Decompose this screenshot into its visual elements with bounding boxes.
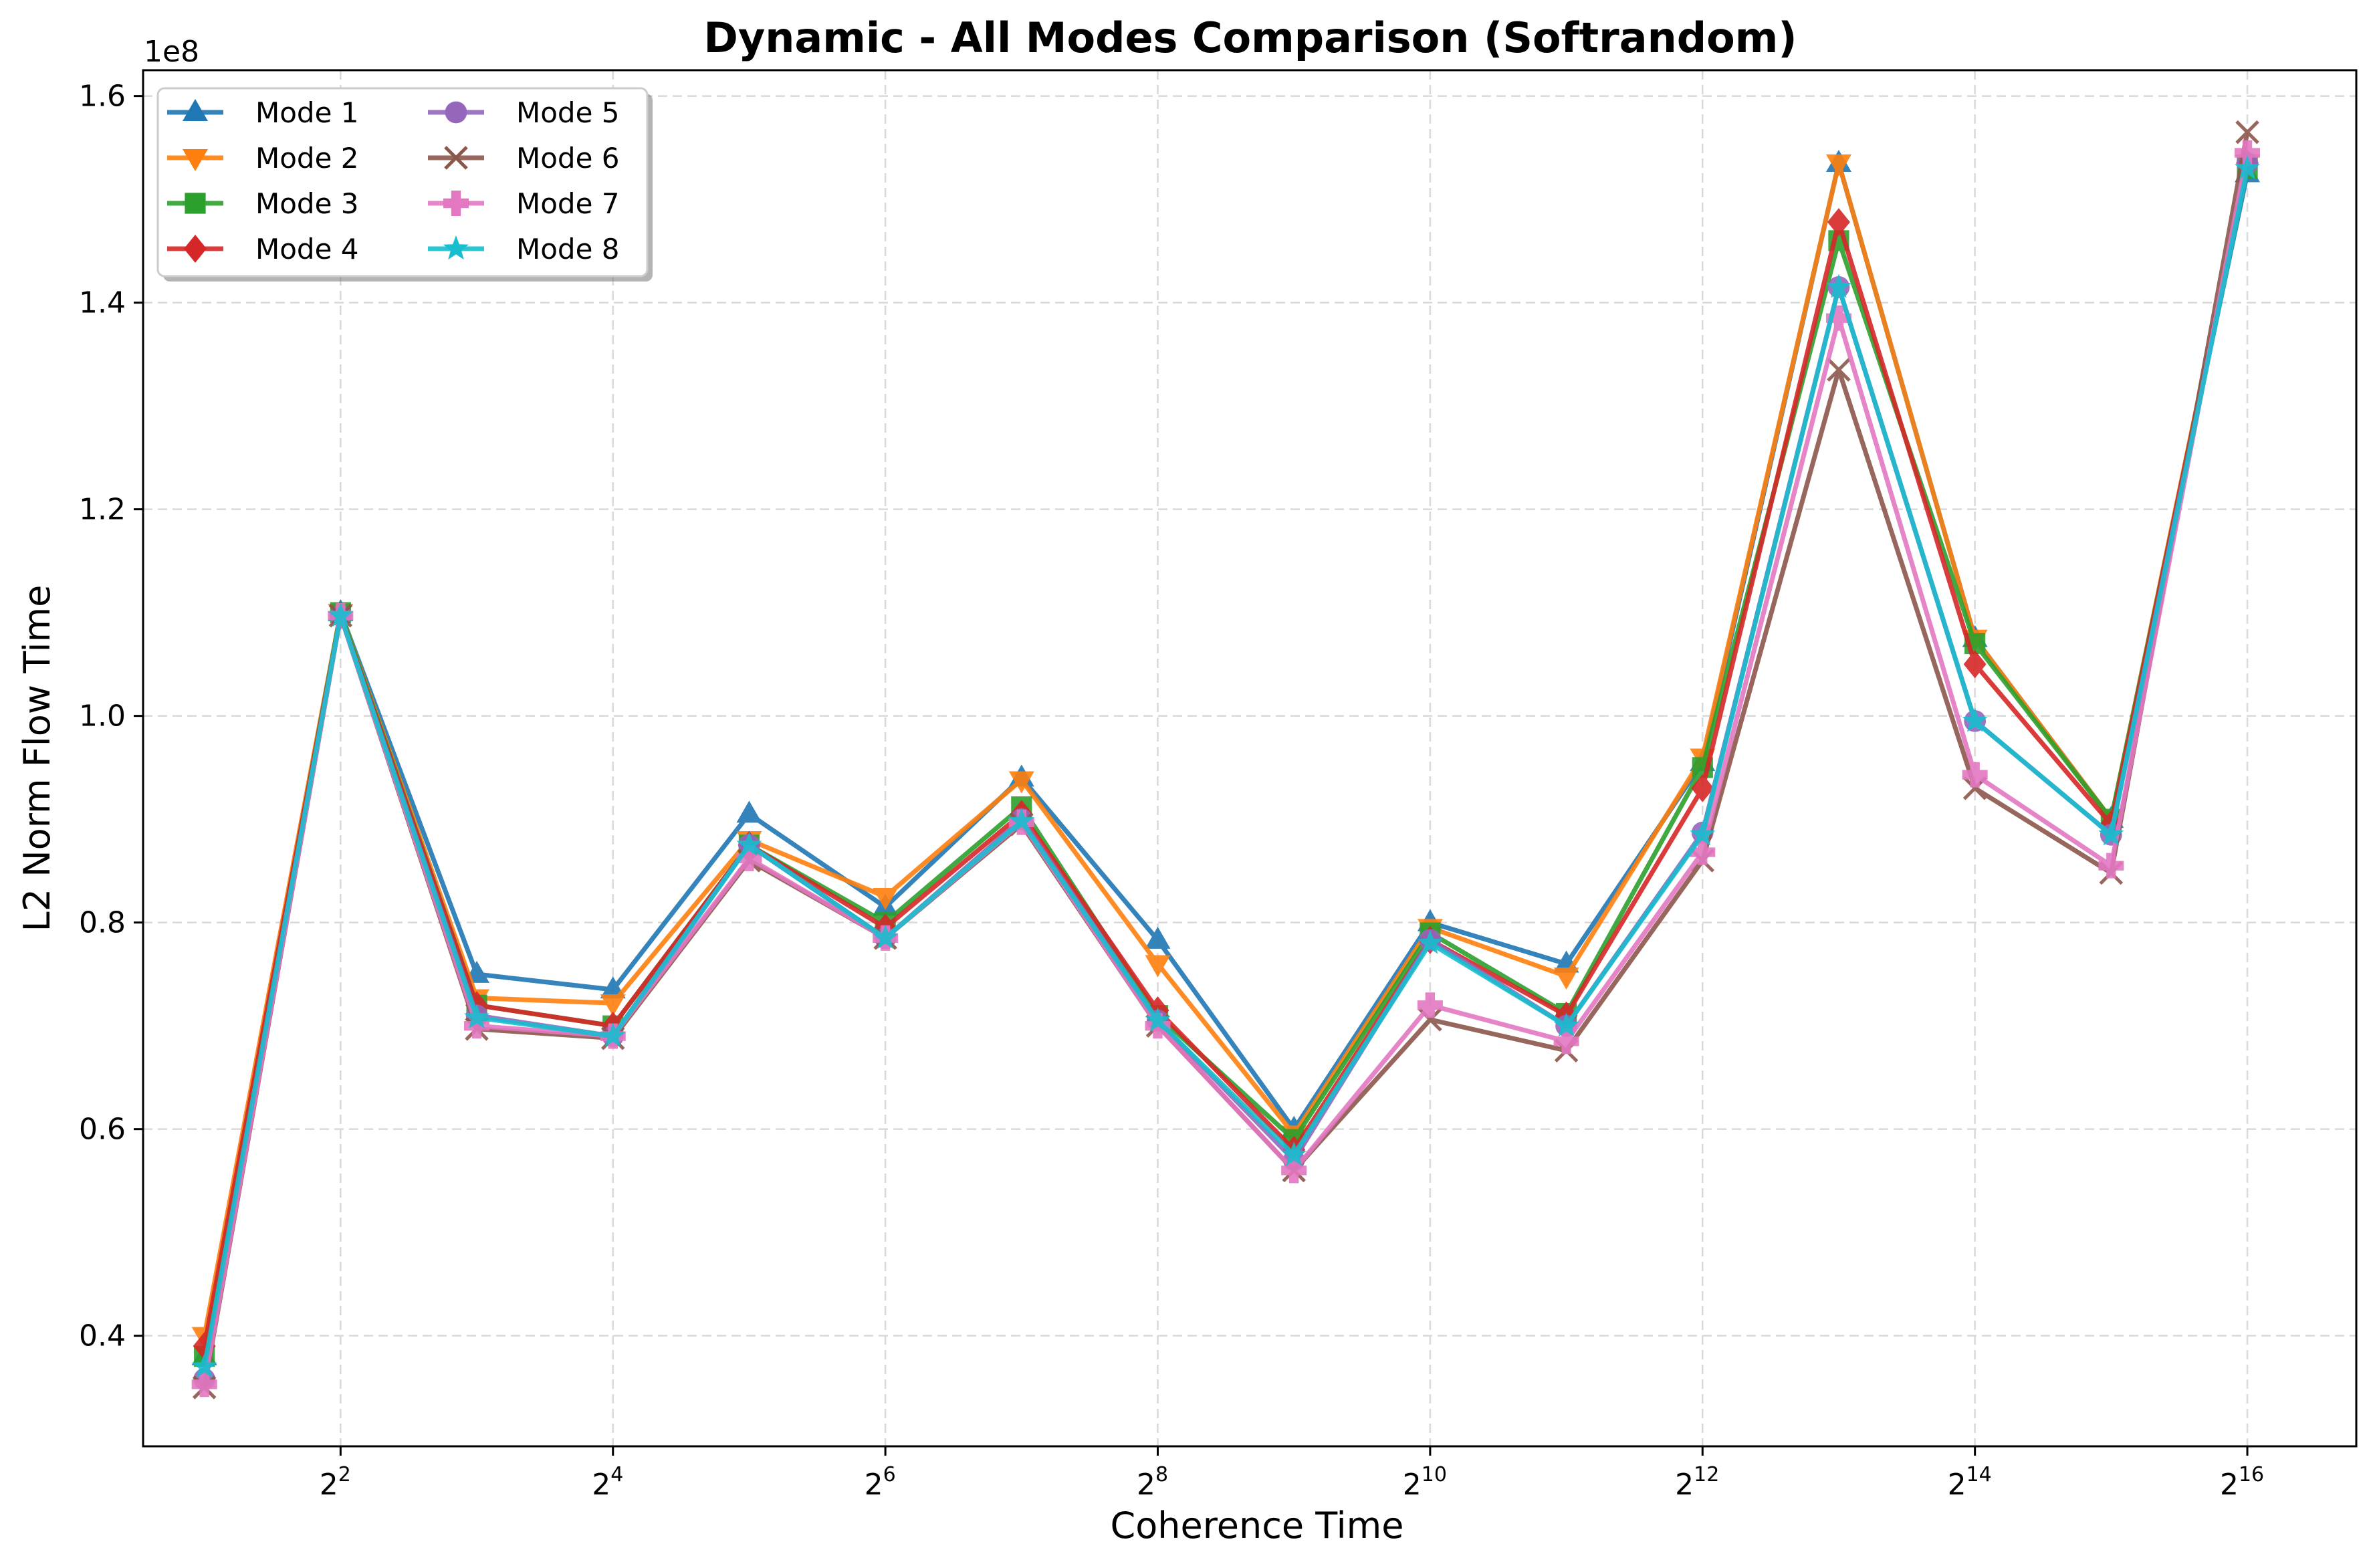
y-tick-label: 0.4 bbox=[79, 1319, 126, 1353]
legend-label: Mode 6 bbox=[516, 142, 620, 175]
x-axis: 22 24 26 28 210 212 214 216 bbox=[320, 1446, 2264, 1502]
legend-label: Mode 5 bbox=[516, 96, 620, 129]
data-point bbox=[1281, 1157, 1307, 1184]
data-point bbox=[2098, 853, 2124, 879]
legend-box bbox=[156, 87, 649, 277]
y-tick-label: 1.6 bbox=[79, 80, 126, 114]
legend-item: Mode 8 bbox=[428, 233, 620, 265]
legend-marker bbox=[443, 191, 469, 216]
legend: Mode 1 Mode 2 Mode 3 Mode 4 Mode 5 Mode 6 Mode… bbox=[156, 87, 653, 282]
y-tick-label: 1.2 bbox=[79, 493, 126, 527]
x-tick-label: 214 bbox=[1948, 1463, 1992, 1502]
x-tick-label: 216 bbox=[2220, 1463, 2264, 1502]
legend-label: Mode 2 bbox=[255, 142, 359, 175]
data-point bbox=[1553, 968, 1579, 990]
data-point bbox=[873, 924, 899, 949]
data-point bbox=[1962, 762, 1988, 788]
data-point bbox=[1008, 771, 1034, 794]
y-offset-label: 1e8 bbox=[144, 35, 199, 69]
data-point bbox=[1281, 1141, 1307, 1166]
y-tick-label: 1.0 bbox=[79, 699, 126, 734]
legend-item: Mode 5 bbox=[428, 96, 620, 129]
legend-label: Mode 1 bbox=[255, 96, 359, 129]
data-point bbox=[2235, 140, 2261, 166]
data-point bbox=[1690, 839, 1716, 865]
legend-marker bbox=[183, 99, 208, 121]
x-tick-label: 24 bbox=[592, 1463, 623, 1502]
x-tick-label: 22 bbox=[320, 1463, 351, 1502]
y-axis: 0.4 0.6 0.8 1.0 1.2 1.4 1.6 bbox=[79, 80, 143, 1353]
data-point bbox=[191, 1371, 217, 1397]
data-point bbox=[736, 845, 762, 871]
y-tick-label: 1.4 bbox=[79, 286, 126, 320]
series-8 bbox=[191, 154, 2261, 1378]
data-point bbox=[1825, 154, 1851, 177]
legend-item: Mode 6 bbox=[428, 142, 620, 175]
legend-marker bbox=[443, 235, 469, 260]
legend-item: Mode 4 bbox=[167, 233, 359, 265]
series-layer bbox=[191, 120, 2261, 1399]
data-point bbox=[1963, 650, 1987, 679]
legend-marker bbox=[184, 235, 207, 263]
data-point bbox=[1962, 707, 1988, 732]
data-point bbox=[1825, 305, 1851, 331]
x-tick-label: 210 bbox=[1403, 1463, 1447, 1502]
data-point bbox=[736, 800, 762, 823]
grid bbox=[143, 70, 2356, 1446]
chart-title: Dynamic - All Modes Comparison (Softrand… bbox=[703, 13, 1797, 62]
legend-label: Mode 8 bbox=[516, 233, 620, 265]
data-point bbox=[600, 1022, 626, 1047]
data-point bbox=[1008, 808, 1034, 832]
series-line bbox=[202, 152, 2250, 1385]
series-line bbox=[202, 168, 2250, 1367]
data-point bbox=[464, 1004, 490, 1028]
data-point bbox=[1825, 273, 1851, 298]
x-tick-label: 28 bbox=[1137, 1463, 1168, 1502]
data-point bbox=[191, 1353, 217, 1378]
data-point bbox=[1417, 929, 1443, 954]
data-point bbox=[1827, 208, 1850, 237]
data-point bbox=[600, 994, 626, 1017]
x-tick-label: 212 bbox=[1675, 1463, 1719, 1502]
plot-frame bbox=[142, 69, 2358, 1448]
y-axis-label: L2 Norm Flow Time bbox=[16, 585, 58, 932]
legend-label: Mode 4 bbox=[255, 233, 359, 265]
y-tick-label: 0.8 bbox=[79, 906, 126, 940]
data-point bbox=[1145, 1007, 1171, 1032]
data-point bbox=[1145, 955, 1171, 978]
legend-item: Mode 7 bbox=[428, 187, 620, 220]
data-point bbox=[2098, 821, 2124, 846]
legend-label: Mode 3 bbox=[255, 187, 359, 220]
data-point bbox=[1145, 926, 1171, 949]
series-line bbox=[202, 162, 2250, 1347]
legend-label: Mode 7 bbox=[516, 187, 620, 220]
legend-item: Mode 2 bbox=[167, 142, 359, 175]
series-line bbox=[202, 160, 2250, 1337]
data-point bbox=[873, 888, 899, 911]
x-tick-label: 26 bbox=[865, 1463, 896, 1502]
data-point bbox=[1553, 1028, 1579, 1054]
data-point bbox=[1690, 821, 1716, 846]
legend-marker bbox=[185, 193, 206, 214]
data-point bbox=[736, 831, 762, 856]
legend-item: Mode 1 bbox=[167, 96, 359, 129]
legend-marker bbox=[445, 101, 467, 124]
data-point bbox=[328, 602, 354, 627]
y-tick-label: 0.6 bbox=[79, 1113, 126, 1147]
data-point bbox=[1553, 1012, 1579, 1037]
legend-marker bbox=[183, 149, 208, 171]
data-point bbox=[1827, 358, 1851, 382]
data-point bbox=[464, 1013, 490, 1039]
data-point bbox=[2235, 154, 2261, 179]
data-point bbox=[1417, 992, 1443, 1018]
legend-marker bbox=[444, 146, 468, 170]
x-axis-label: Coherence Time bbox=[1111, 1504, 1404, 1547]
data-point bbox=[2235, 120, 2259, 144]
data-point bbox=[1691, 774, 1714, 802]
legend-item: Mode 3 bbox=[167, 187, 359, 220]
